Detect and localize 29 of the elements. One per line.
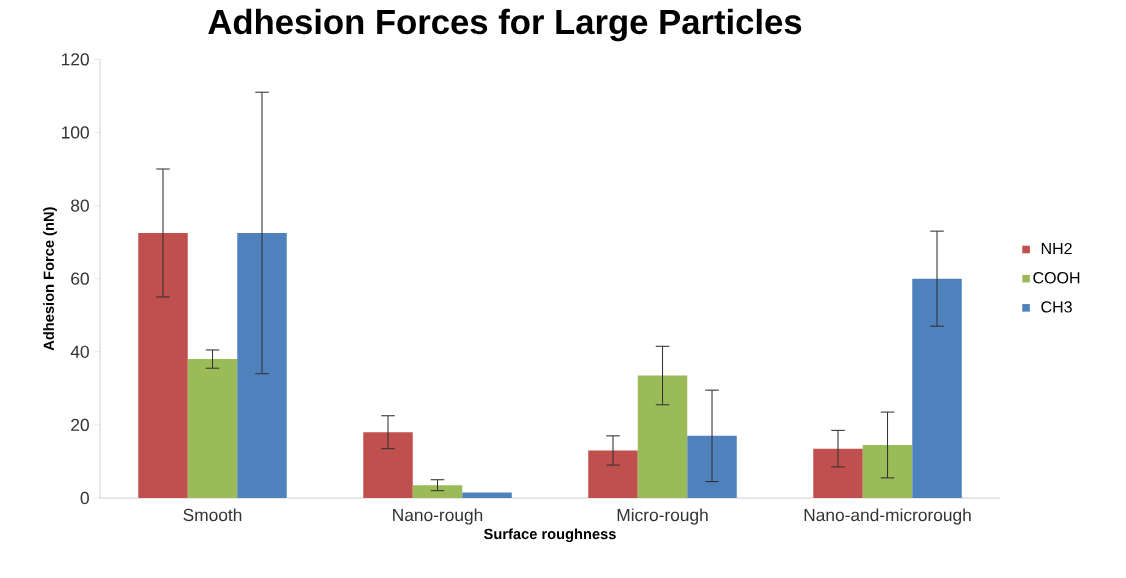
y-tick-label: 60: [71, 272, 89, 285]
bar: [813, 448, 863, 498]
y-tick-label: 120: [62, 53, 89, 66]
bar: [237, 232, 287, 498]
legend-label: NH2: [1041, 242, 1072, 255]
x-axis-title: Surface roughness: [484, 528, 616, 543]
y-tick-label: 100: [62, 126, 89, 139]
y-tick-label: 20: [71, 418, 89, 432]
y-axis-title: Adhesion Force (nN): [43, 207, 57, 351]
legend-label: CH3: [1041, 301, 1072, 313]
x-tick-label: Nano-and-microrough: [804, 508, 971, 525]
bar: [138, 232, 188, 498]
bar: [187, 359, 238, 498]
bar: [687, 435, 737, 498]
bar: [412, 485, 463, 498]
x-tick-label: Smooth: [183, 508, 242, 522]
bar: [637, 375, 688, 498]
x-tick-label: Nano-rough: [393, 508, 483, 525]
x-tick-label: Micro-rough: [617, 508, 708, 525]
y-tick-label: 80: [71, 199, 89, 212]
y-tick-label: 0: [80, 491, 89, 505]
legend-label: COOH: [1033, 272, 1080, 284]
bar: [588, 450, 638, 498]
bar: [862, 444, 913, 498]
bar: [363, 432, 413, 498]
bar: [462, 492, 512, 498]
chart-title: Adhesion Forces for Large Particles: [208, 8, 802, 42]
bar: [912, 278, 962, 498]
y-tick-label: 40: [70, 345, 89, 358]
